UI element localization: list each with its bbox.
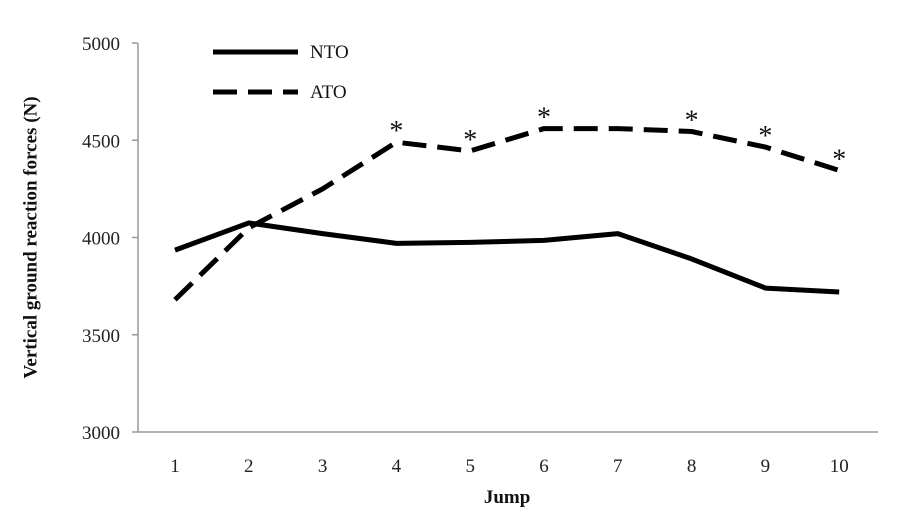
y-tick-label: 3000: [82, 423, 120, 444]
series-layer: [173, 126, 840, 302]
series-line-ato: [173, 126, 840, 302]
y-tick-label: 4500: [82, 131, 120, 152]
legend: NTO ATO: [213, 42, 349, 103]
significance-marker: *: [758, 121, 772, 152]
y-axis-ticks: 3000 3500 4000 4500 5000: [82, 34, 138, 444]
significance-marker: *: [685, 105, 699, 136]
y-tick-label: 3500: [82, 326, 120, 347]
y-tick-label: 4000: [82, 229, 120, 250]
legend-item-nto: NTO: [213, 42, 349, 63]
x-axis-title: Jump: [484, 487, 530, 508]
y-tick-label: 5000: [82, 34, 120, 55]
x-tick-label: 9: [761, 456, 771, 477]
x-axis-ticks: 1 2 3 4 5 6 7 8 9 10: [170, 456, 848, 477]
series-line-nto: [174, 220, 840, 295]
x-tick-label: 8: [687, 456, 697, 477]
x-tick-label: 2: [244, 456, 254, 477]
y-axis-title: Vertical ground reaction forces (N): [20, 96, 41, 378]
significance-marker: *: [463, 125, 477, 156]
axes: [137, 43, 878, 433]
significance-marker: *: [537, 103, 551, 134]
x-tick-label: 5: [465, 456, 475, 477]
annotation-layer: * * * * * *: [389, 103, 846, 176]
x-tick-label: 7: [613, 456, 623, 477]
legend-item-ato: ATO: [213, 82, 347, 103]
x-tick-label: 1: [170, 456, 180, 477]
legend-label: ATO: [310, 82, 347, 103]
x-tick-label: 4: [392, 456, 402, 477]
x-tick-label: 10: [830, 456, 849, 477]
x-tick-label: 6: [539, 456, 549, 477]
significance-marker: *: [389, 116, 403, 147]
x-tick-label: 3: [318, 456, 328, 477]
significance-marker: *: [832, 144, 846, 175]
legend-label: NTO: [310, 42, 349, 63]
